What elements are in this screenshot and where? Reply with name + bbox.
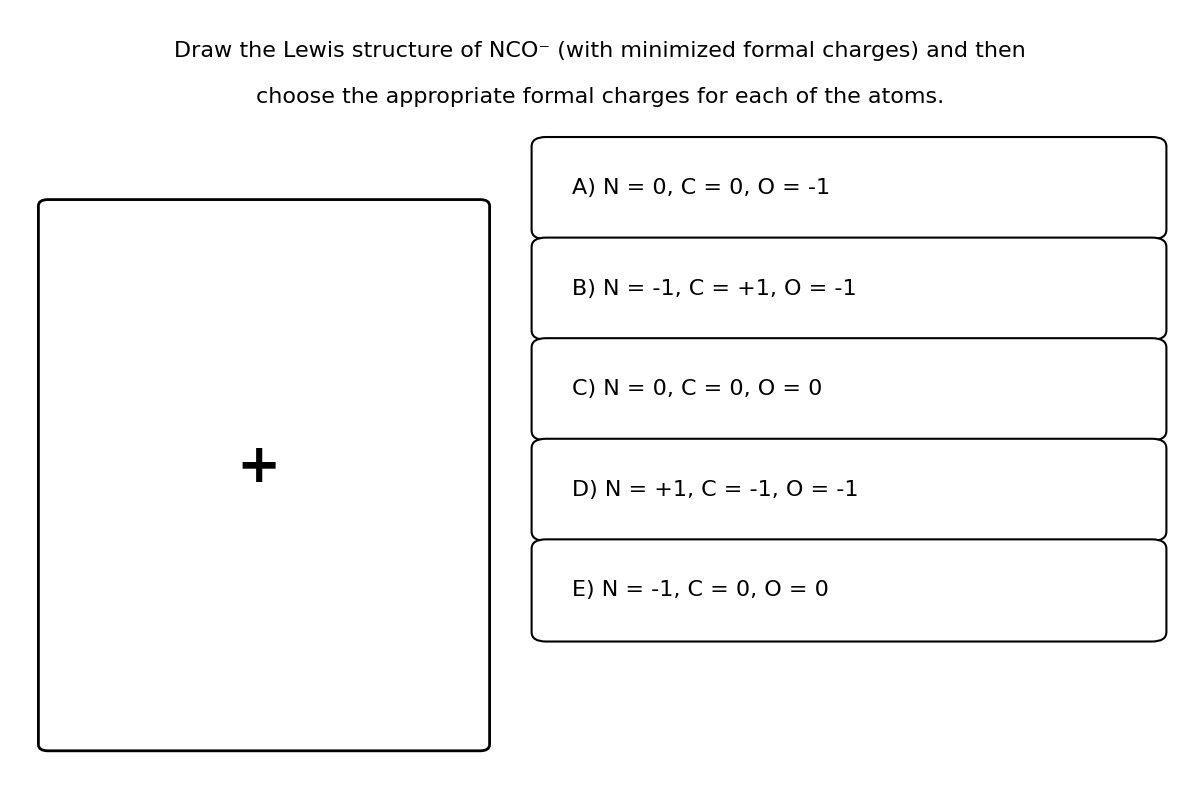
FancyBboxPatch shape (532, 439, 1166, 541)
Text: Draw the Lewis structure of NCO⁻ (with minimized formal charges) and then: Draw the Lewis structure of NCO⁻ (with m… (174, 41, 1026, 62)
Text: C) N = 0, C = 0, O = 0: C) N = 0, C = 0, O = 0 (572, 379, 823, 399)
FancyBboxPatch shape (532, 137, 1166, 239)
Text: B) N = -1, C = +1, O = -1: B) N = -1, C = +1, O = -1 (572, 279, 857, 299)
FancyBboxPatch shape (38, 200, 490, 751)
Text: +: + (236, 441, 280, 493)
FancyBboxPatch shape (532, 539, 1166, 642)
FancyBboxPatch shape (532, 338, 1166, 440)
FancyBboxPatch shape (532, 238, 1166, 340)
Text: A) N = 0, C = 0, O = -1: A) N = 0, C = 0, O = -1 (572, 178, 830, 198)
Text: D) N = +1, C = -1, O = -1: D) N = +1, C = -1, O = -1 (572, 480, 859, 500)
Text: E) N = -1, C = 0, O = 0: E) N = -1, C = 0, O = 0 (572, 581, 829, 600)
Text: choose the appropriate formal charges for each of the atoms.: choose the appropriate formal charges fo… (256, 86, 944, 107)
